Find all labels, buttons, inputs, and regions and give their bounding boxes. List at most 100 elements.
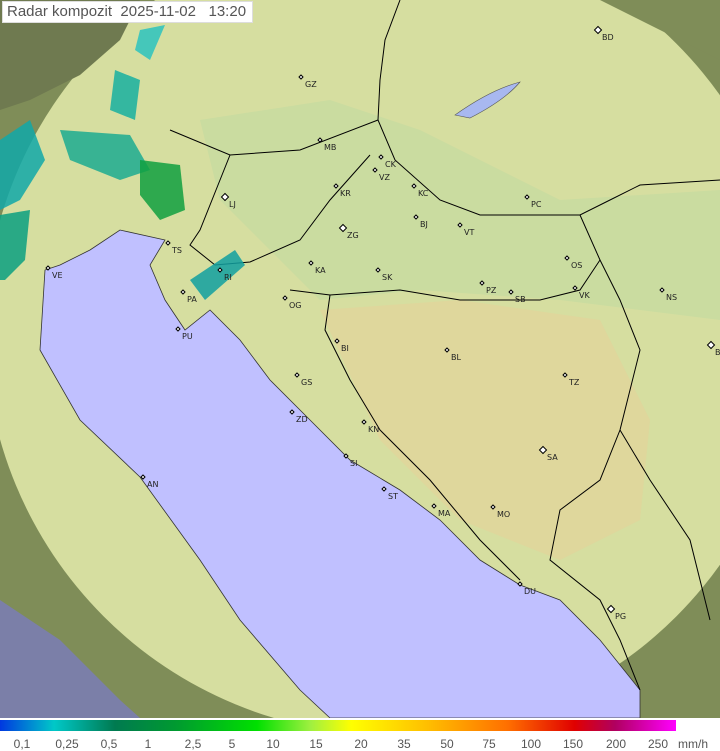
city-marker-icon [378, 154, 384, 160]
city-mb: MB [317, 137, 336, 152]
city-label: SB [515, 295, 526, 304]
city-label: RI [224, 273, 232, 282]
city-marker-icon [572, 285, 578, 291]
city-marker-icon [457, 222, 463, 228]
city-label: OG [289, 301, 302, 310]
city-ns: NS [659, 287, 677, 302]
city-bl: BL [444, 347, 461, 362]
city-marker-icon [165, 240, 171, 246]
city-kr: KR [333, 183, 351, 198]
city-marker-icon [140, 474, 146, 480]
city-du: DU [517, 581, 536, 596]
outside-coverage-ne [600, 0, 720, 60]
city-marker-icon [508, 289, 514, 295]
city-label: OS [571, 261, 582, 270]
city-vk: VK [572, 285, 590, 300]
city-marker-icon [593, 25, 603, 35]
city-label: MO [497, 510, 510, 519]
city-marker-icon [45, 265, 51, 271]
legend-tick-labels: 0,1 0,25 0,5 1 2,5 5 10 15 20 35 50 75 100 150 200 250 m… [0, 737, 720, 751]
city-pg: PG [606, 604, 626, 621]
city-mo: MO [490, 504, 510, 519]
city-marker-icon [298, 74, 304, 80]
city-ve: VE [45, 265, 63, 280]
city-label: VZ [379, 173, 390, 182]
city-tz: TZ [562, 372, 580, 387]
city-label: BL [451, 353, 461, 362]
city-label: GS [301, 378, 312, 387]
city-label: KC [418, 189, 429, 198]
city-gs: GS [294, 372, 312, 387]
city-sk: SK [375, 267, 393, 282]
city-vz: VZ [372, 167, 390, 182]
city-label: ZD [296, 415, 308, 424]
legend-tick: 1 [144, 737, 152, 751]
city-marker-icon [338, 223, 348, 233]
city-label: AN [147, 480, 158, 489]
outside-coverage-nw [0, 0, 140, 110]
city-marker-icon [317, 137, 323, 143]
city-marker-icon [411, 183, 417, 189]
city-bg: BG [706, 340, 720, 357]
city-label: CK [385, 160, 397, 169]
legend-tick: 50 [440, 737, 454, 751]
city-marker-icon [562, 372, 568, 378]
city-marker-icon [333, 183, 339, 189]
city-og: OG [282, 295, 302, 310]
city-marker-icon [381, 486, 387, 492]
city-gz: GZ [298, 74, 317, 89]
city-marker-icon [479, 280, 485, 286]
city-sa: SA [538, 445, 558, 462]
city-label: SA [547, 453, 558, 462]
legend-tick: 0,25 [55, 737, 79, 751]
city-kc: KC [411, 183, 429, 198]
city-label: ST [388, 492, 398, 501]
city-sb: SB [508, 289, 526, 304]
city-label: GZ [305, 80, 317, 89]
city-label: KA [315, 266, 326, 275]
city-marker-icon [538, 445, 548, 455]
city-marker-icon [444, 347, 450, 353]
city-marker-icon [217, 267, 223, 273]
city-label: VE [52, 271, 63, 280]
legend-tick: 35 [397, 737, 411, 751]
city-marker-icon [659, 287, 665, 293]
city-label: LJ [229, 200, 236, 209]
legend-tick: 100 [520, 737, 542, 751]
city-label: MA [438, 509, 451, 518]
city-marker-icon [294, 372, 300, 378]
legend-unit: mm/h [678, 737, 708, 751]
city-label: TZ [568, 378, 580, 387]
city-bi: BI [334, 338, 349, 353]
city-pu: PU [175, 326, 193, 341]
city-label: PG [615, 612, 626, 621]
city-marker-icon [372, 167, 378, 173]
city-marker-icon [706, 340, 716, 350]
city-kn: KN [361, 419, 379, 434]
outside-coverage-sw [0, 600, 140, 718]
city-marker-icon [517, 581, 523, 587]
city-ma: MA [431, 503, 451, 518]
city-marker-icon [180, 289, 186, 295]
city-marker-icon [289, 409, 295, 415]
radar-map[interactable]: GZ BD MB CK VZ KR KC LJ PC ZG BJ VT TS KA SK OS VE RI PZ SB… [0, 0, 720, 718]
city-ka: KA [308, 260, 326, 275]
city-label: VT [464, 228, 474, 237]
city-label: KN [368, 425, 379, 434]
city-label: SK [382, 273, 393, 282]
city-label: KR [340, 189, 351, 198]
city-label: DU [524, 587, 536, 596]
legend-tick: 0,5 [100, 737, 118, 751]
city-pa: PA [180, 289, 197, 304]
city-marker-icon [606, 604, 616, 614]
city-marker-icon [220, 192, 230, 202]
precipitation-echoes [0, 25, 245, 300]
city-ck: CK [378, 154, 397, 169]
city-pz: PZ [479, 280, 497, 295]
legend-tick: 200 [605, 737, 627, 751]
city-bd: BD [593, 25, 614, 42]
city-label: PA [187, 295, 197, 304]
city-label: TS [171, 246, 182, 255]
legend-tick: 15 [309, 737, 323, 751]
city-marker-icon [343, 453, 349, 459]
